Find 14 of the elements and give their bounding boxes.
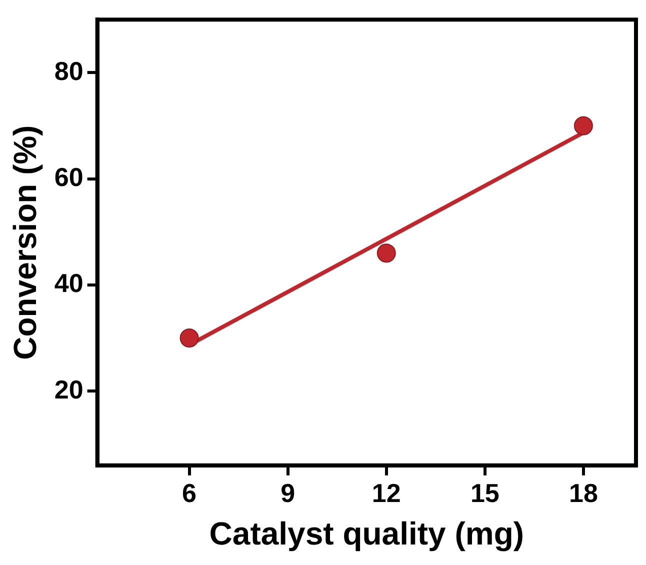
x-axis-title: Catalyst quality (mg) [209, 516, 524, 552]
x-tick-label: 12 [372, 478, 401, 508]
y-tick-label: 60 [54, 162, 84, 192]
point [376, 244, 396, 263]
x-tick-label: 15 [470, 478, 500, 508]
x-tick-label: 9 [280, 478, 296, 508]
y-tick-label: 80 [54, 56, 84, 86]
x-tick-label: 6 [182, 478, 197, 508]
point [180, 328, 199, 348]
point [574, 116, 593, 136]
x-tick-label: 18 [568, 478, 598, 508]
y-tick-label: 20 [54, 374, 84, 404]
y-axis-title: Conversion (%) [7, 125, 44, 360]
y-tick-label: 40 [54, 268, 84, 298]
